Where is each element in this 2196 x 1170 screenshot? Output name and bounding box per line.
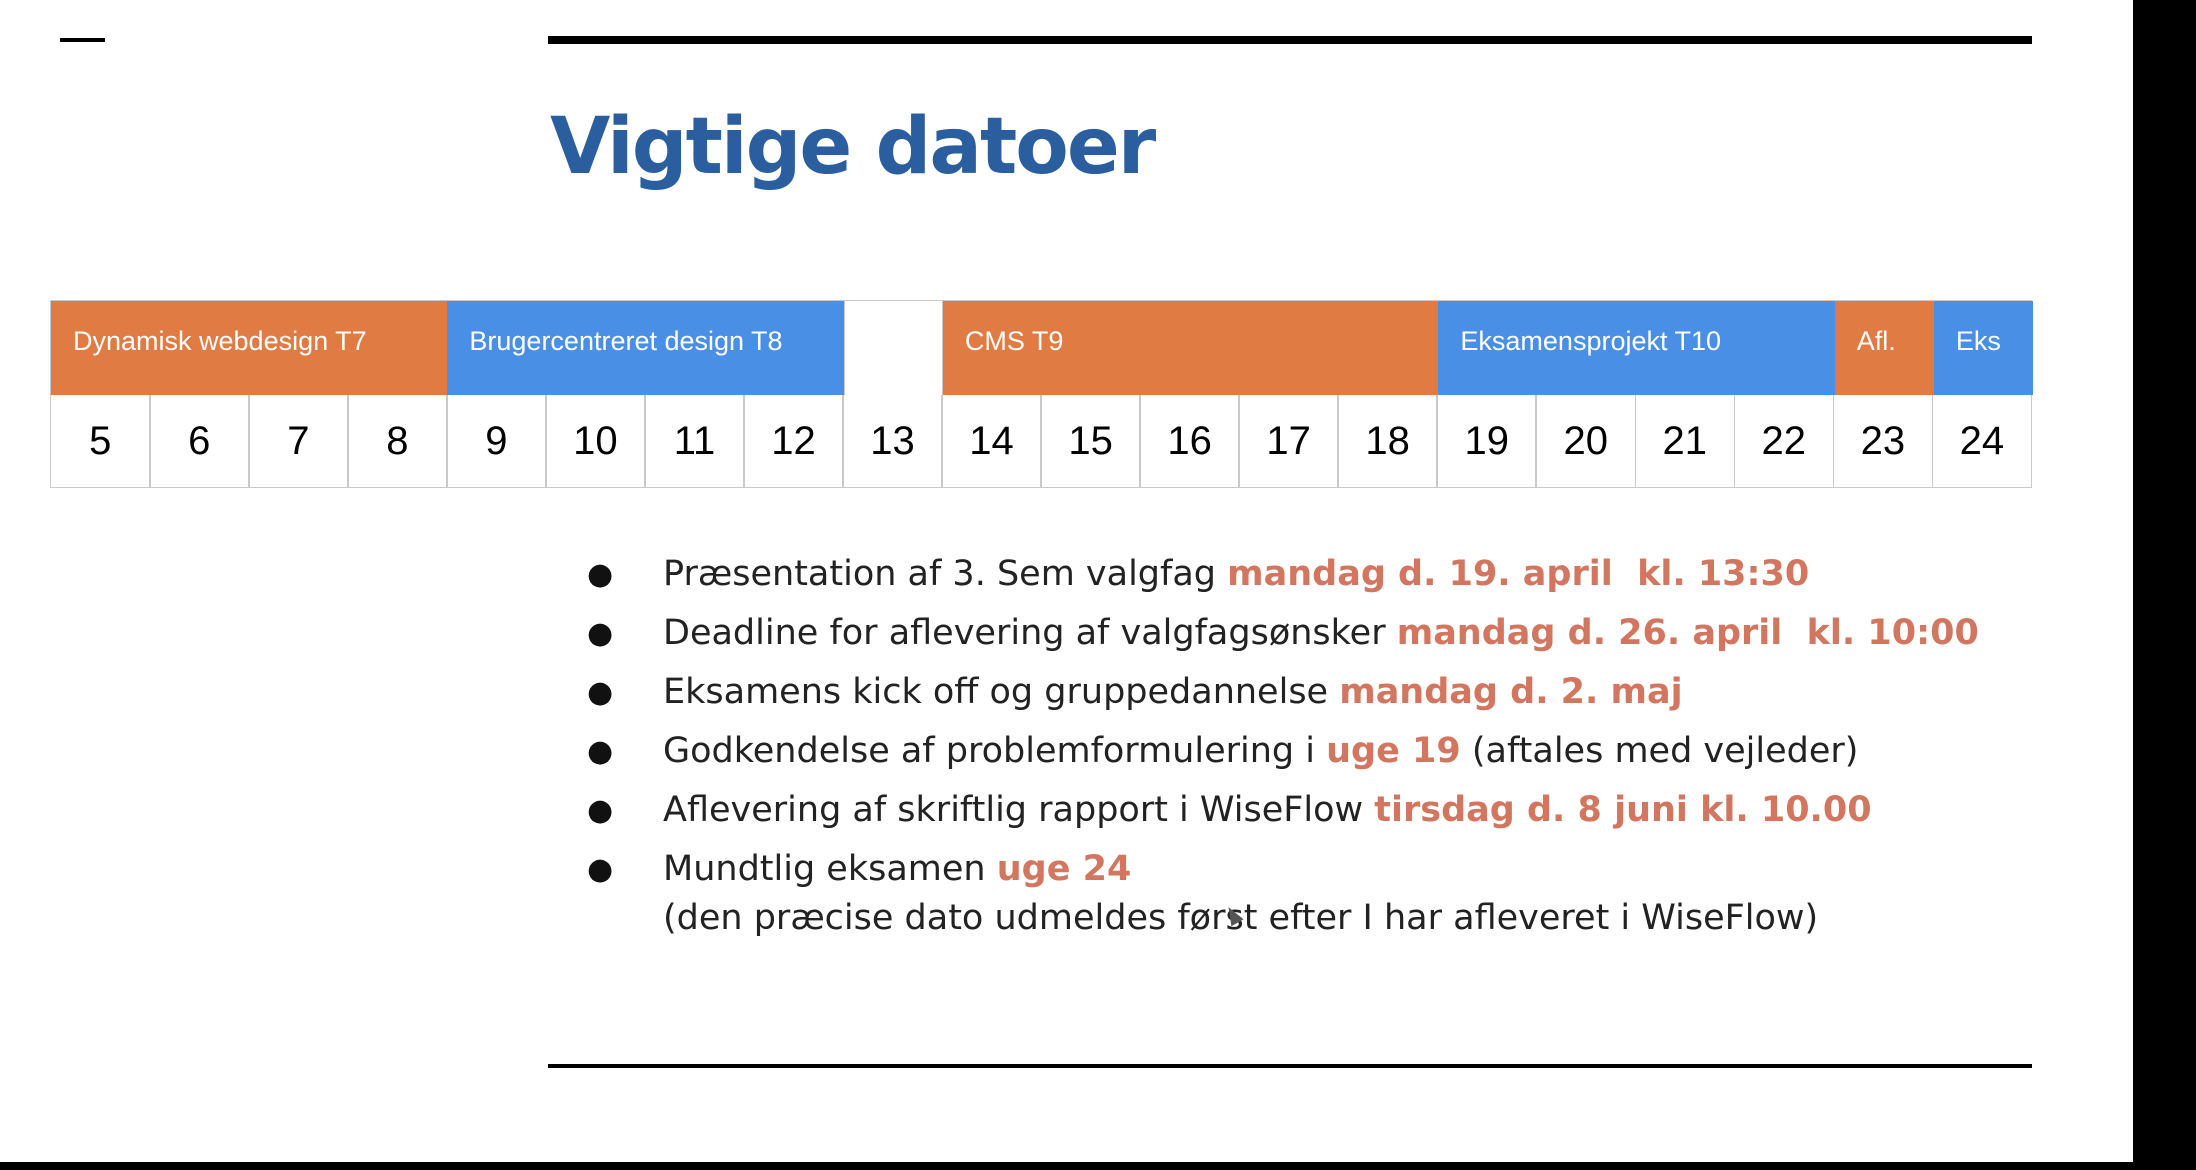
week-cell: 19 xyxy=(1436,394,1537,488)
list-item-highlight: uge 19 xyxy=(1326,731,1461,771)
bullet-icon: ● xyxy=(587,734,614,769)
bullet-icon: ● xyxy=(587,793,614,828)
week-cell: 14 xyxy=(941,394,1042,488)
week-cell: 5 xyxy=(50,394,151,488)
list-item: ● Deadline for aflevering af valgfagsønsk… xyxy=(580,604,1979,663)
list-item-highlight: mandag d. 19. april kl. 13:30 xyxy=(1227,554,1810,594)
list-item-text: Aflevering af skriftlig rapport i WiseFl… xyxy=(663,790,1375,830)
slide: Vigtige datoer Dynamisk webdesign T7 Brug… xyxy=(0,0,2133,1162)
list-item-highlight: tirsdag d. 8 juni kl. 10.00 xyxy=(1374,790,1872,830)
list-item: ● Godkendelse af problemformulering i uge… xyxy=(580,722,1979,781)
phase-5: Afl. xyxy=(1834,301,1934,395)
phase-0: Dynamisk webdesign T7 xyxy=(51,301,448,395)
week-cell: 13 xyxy=(842,394,943,488)
list-item-highlight: mandag d. 26. april kl. 10:00 xyxy=(1396,613,1979,653)
list-item-text: Eksamens kick off og gruppedannelse xyxy=(663,672,1340,712)
week-cell: 22 xyxy=(1733,394,1835,488)
week-cell: 21 xyxy=(1634,394,1736,488)
list-item-text: Præsentation af 3. Sem valgfag xyxy=(663,554,1228,594)
week-cell: 7 xyxy=(248,394,349,488)
week-cell: 10 xyxy=(545,394,646,488)
minus-mark xyxy=(60,38,105,42)
week-row: 5 6 7 8 9 10 11 12 13 14 15 16 17 18 19 20 21 22 23 24 xyxy=(50,394,2033,488)
week-cell: 6 xyxy=(149,394,250,488)
week-cell: 11 xyxy=(644,394,745,488)
exam-date-note: (den præcise dato udmeldes først efter I… xyxy=(663,898,1819,938)
top-divider xyxy=(548,36,2032,44)
list-item-text: Mundtlig eksamen xyxy=(663,849,997,889)
list-item-highlight: mandag d. 2. maj xyxy=(1339,672,1683,712)
slide-title: Vigtige datoer xyxy=(550,102,1156,192)
week-cell: 12 xyxy=(743,394,844,488)
important-dates-list: ● Præsentation af 3. Sem valgfag mandag d… xyxy=(580,545,1979,899)
phase-3: CMS T9 xyxy=(942,301,1439,395)
week-timeline: Dynamisk webdesign T7 Brugercentreret des… xyxy=(50,300,2033,488)
phase-6: Eks xyxy=(1933,301,2033,395)
list-item: ● Aflevering af skriftlig rapport i WiseF… xyxy=(580,781,1979,840)
week-cell: 8 xyxy=(347,394,448,488)
list-item-text: Deadline for aflevering af valgfagsønske… xyxy=(663,613,1397,653)
list-item: ● Eksamens kick off og gruppedannelse man… xyxy=(580,663,1979,722)
list-item-text: Godkendelse af problemformulering i xyxy=(663,731,1327,771)
phase-1: Brugercentreret design T8 xyxy=(447,301,844,395)
week-cell: 16 xyxy=(1139,394,1240,488)
list-item-highlight: uge 24 xyxy=(996,849,1132,889)
list-item: ● Præsentation af 3. Sem valgfag mandag d… xyxy=(580,545,1979,604)
phase-4: Eksamensprojekt T10 xyxy=(1438,301,1835,395)
list-item-suffix: (aftales med vejleder) xyxy=(1460,731,1859,771)
week-cell: 9 xyxy=(446,394,547,488)
bullet-icon: ● xyxy=(587,675,614,710)
bullet-icon: ● xyxy=(587,852,614,887)
week-cell: 23 xyxy=(1832,394,1934,488)
week-cell: 20 xyxy=(1535,394,1636,488)
phase-2 xyxy=(843,301,943,395)
bullet-icon: ● xyxy=(587,616,614,651)
phase-row: Dynamisk webdesign T7 Brugercentreret des… xyxy=(50,300,2033,395)
bullet-icon: ● xyxy=(587,557,614,592)
week-cell: 17 xyxy=(1238,394,1339,488)
week-cell: 15 xyxy=(1040,394,1141,488)
week-cell: 24 xyxy=(1931,394,2033,488)
bottom-divider xyxy=(548,1064,2032,1068)
week-cell: 18 xyxy=(1337,394,1438,488)
list-item: ● Mundtlig eksamen uge 24 xyxy=(580,840,1979,899)
